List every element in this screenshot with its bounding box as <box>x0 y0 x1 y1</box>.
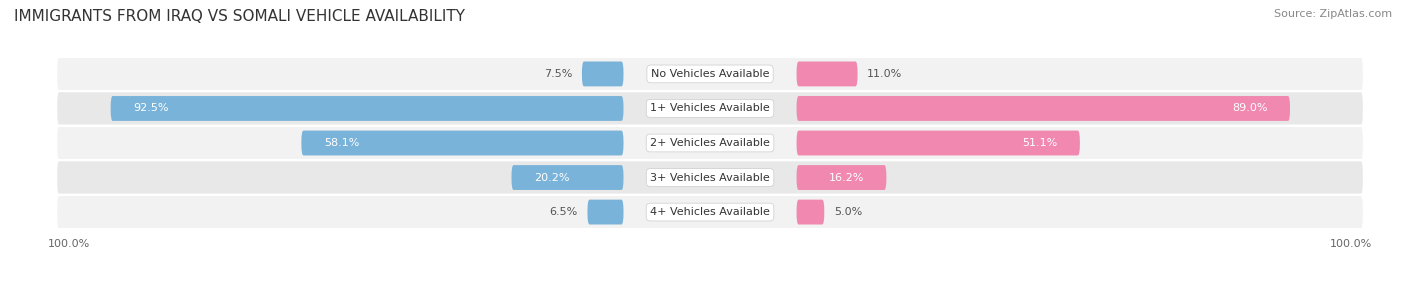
Text: 5.0%: 5.0% <box>834 207 862 217</box>
Text: No Vehicles Available: No Vehicles Available <box>651 69 769 79</box>
Text: 7.5%: 7.5% <box>544 69 572 79</box>
FancyBboxPatch shape <box>111 96 623 121</box>
FancyBboxPatch shape <box>588 200 623 225</box>
Text: 58.1%: 58.1% <box>323 138 359 148</box>
FancyBboxPatch shape <box>56 195 1364 229</box>
FancyBboxPatch shape <box>301 131 623 155</box>
FancyBboxPatch shape <box>56 91 1364 126</box>
FancyBboxPatch shape <box>797 61 858 86</box>
FancyBboxPatch shape <box>582 61 623 86</box>
Text: IMMIGRANTS FROM IRAQ VS SOMALI VEHICLE AVAILABILITY: IMMIGRANTS FROM IRAQ VS SOMALI VEHICLE A… <box>14 9 465 23</box>
Text: 51.1%: 51.1% <box>1022 138 1057 148</box>
Text: 1+ Vehicles Available: 1+ Vehicles Available <box>650 104 770 114</box>
FancyBboxPatch shape <box>56 126 1364 160</box>
Text: 3+ Vehicles Available: 3+ Vehicles Available <box>650 172 770 182</box>
FancyBboxPatch shape <box>56 57 1364 91</box>
FancyBboxPatch shape <box>797 200 824 225</box>
Text: 92.5%: 92.5% <box>134 104 169 114</box>
Text: Source: ZipAtlas.com: Source: ZipAtlas.com <box>1274 9 1392 19</box>
FancyBboxPatch shape <box>797 131 1080 155</box>
Text: 6.5%: 6.5% <box>550 207 578 217</box>
Text: 89.0%: 89.0% <box>1232 104 1268 114</box>
Text: 4+ Vehicles Available: 4+ Vehicles Available <box>650 207 770 217</box>
Text: 20.2%: 20.2% <box>534 172 569 182</box>
Text: 11.0%: 11.0% <box>868 69 903 79</box>
FancyBboxPatch shape <box>512 165 623 190</box>
FancyBboxPatch shape <box>797 165 886 190</box>
Text: 2+ Vehicles Available: 2+ Vehicles Available <box>650 138 770 148</box>
Text: 16.2%: 16.2% <box>828 172 863 182</box>
FancyBboxPatch shape <box>56 160 1364 195</box>
FancyBboxPatch shape <box>797 96 1291 121</box>
